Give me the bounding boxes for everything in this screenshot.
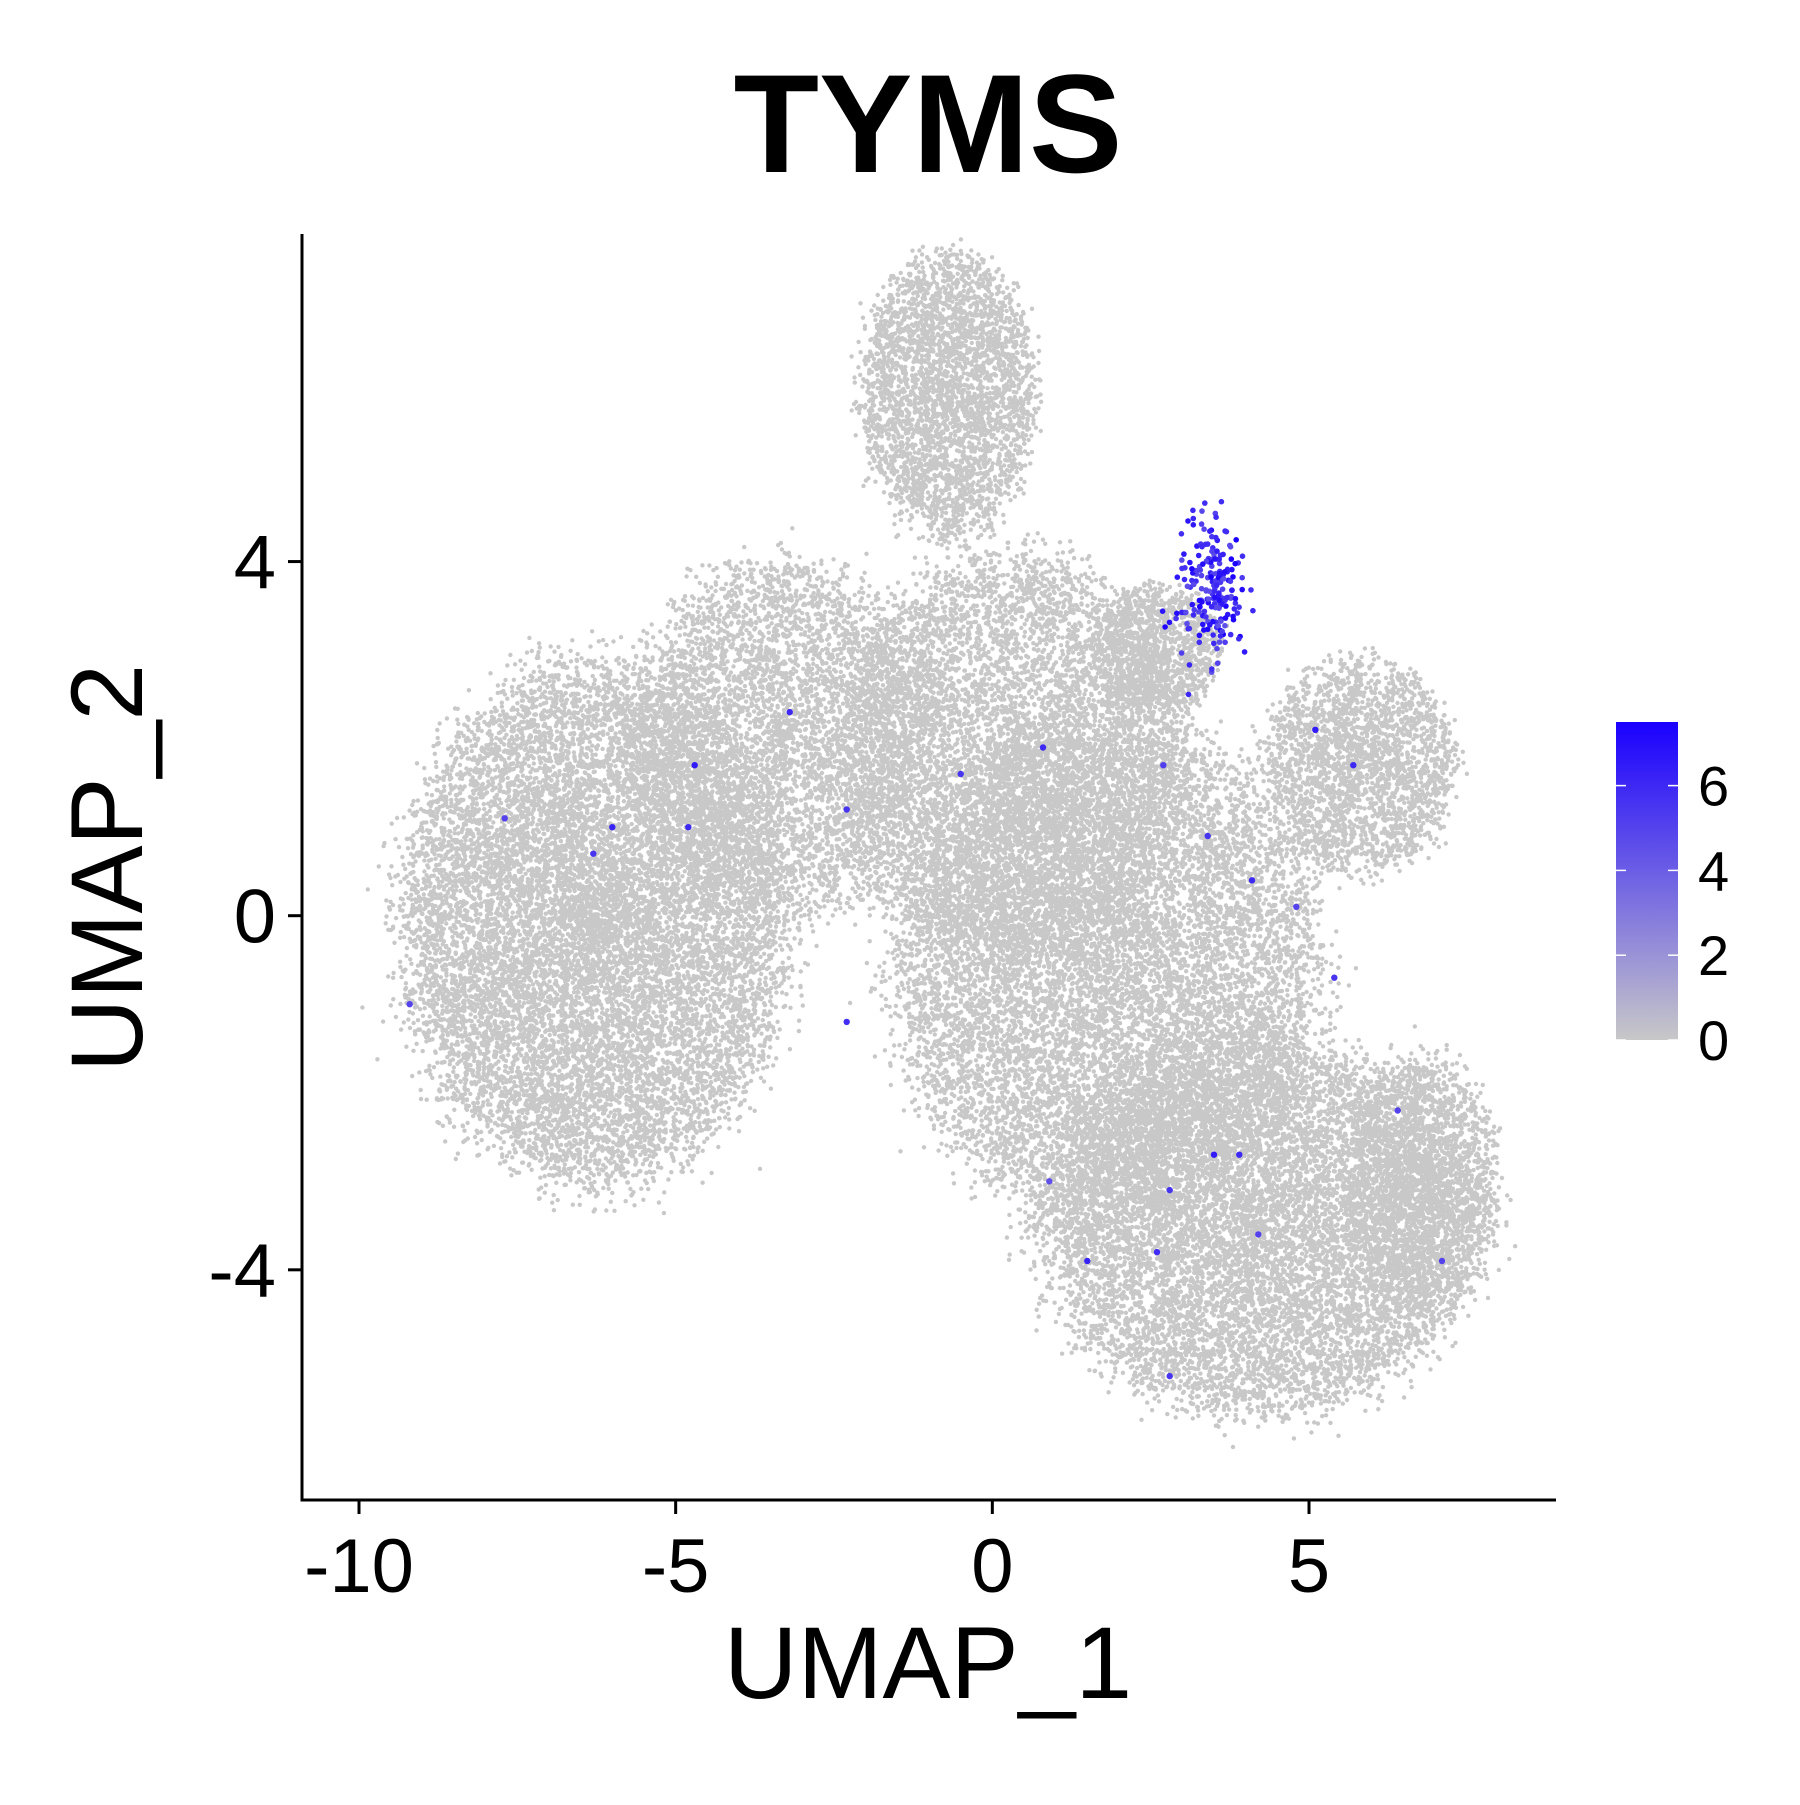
cell-point (959, 259, 963, 263)
cell-point (886, 436, 890, 440)
cell-point (943, 279, 947, 283)
chart-title: TYMS (734, 45, 1123, 202)
cell-point (958, 544, 962, 548)
cell-point (909, 527, 913, 531)
cell-point (1012, 324, 1016, 328)
cell-point (991, 277, 995, 281)
cell-point (910, 435, 914, 439)
scatter-points (360, 237, 1517, 1449)
cell-point (995, 445, 999, 449)
cell-point (1000, 278, 1004, 282)
cell-point (977, 441, 981, 445)
cell-point (954, 458, 958, 462)
cell-point (918, 457, 922, 461)
cell-point (1033, 378, 1037, 382)
cell-point (990, 321, 994, 325)
cell-point (976, 519, 980, 523)
cell-point (962, 523, 966, 527)
cell-point (933, 261, 937, 265)
cell-point (896, 277, 900, 281)
cell-point (921, 245, 925, 249)
cell-point (856, 340, 860, 344)
cell-point (986, 512, 990, 516)
cell-point (910, 249, 914, 253)
cell-point (1026, 401, 1030, 405)
cell-point (879, 315, 883, 319)
cell-point (934, 429, 938, 433)
cell-point (920, 354, 924, 358)
cell-point (917, 270, 921, 274)
cell-point (896, 298, 900, 302)
cell-point (1022, 491, 1026, 495)
cell-point (949, 432, 953, 436)
cell-point (943, 251, 947, 255)
cell-point (1001, 290, 1005, 294)
cell-point (929, 516, 933, 520)
cell-point (861, 484, 865, 488)
cell-point (940, 491, 944, 495)
cell-point (881, 285, 885, 289)
cell-point (1013, 448, 1017, 452)
cell-point (1030, 450, 1034, 454)
cell-point (861, 316, 865, 320)
cell-point (1035, 394, 1039, 398)
cell-point (880, 449, 884, 453)
cell-point (873, 318, 877, 322)
cell-point (916, 325, 920, 329)
cell-point (1019, 344, 1023, 348)
cell-point (864, 478, 868, 482)
cell-point (962, 530, 966, 534)
cell-point (921, 265, 925, 269)
cell-point (921, 535, 925, 539)
cell-point (884, 450, 888, 454)
cell-point (917, 248, 921, 252)
cell-point (1029, 433, 1033, 437)
cell-point (976, 252, 980, 256)
cell-point (1038, 378, 1042, 382)
cell-point (1030, 375, 1034, 379)
cell-point (908, 306, 912, 310)
cell-point (869, 309, 873, 313)
cell-point (1031, 418, 1035, 422)
cell-point (979, 455, 983, 459)
cell-point (969, 435, 973, 439)
cell-point (965, 511, 969, 515)
cell-point (987, 501, 991, 505)
